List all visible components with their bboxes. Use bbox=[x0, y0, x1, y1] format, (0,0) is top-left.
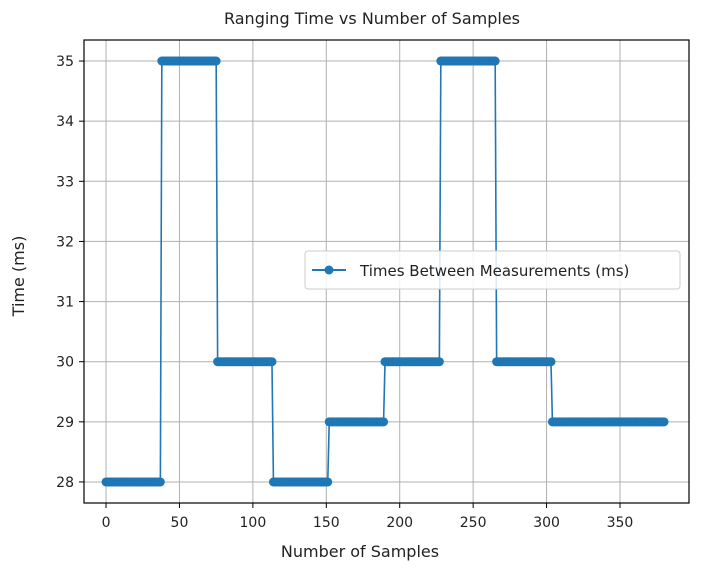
x-tick-label: 150 bbox=[313, 515, 340, 531]
y-tick-label: 33 bbox=[56, 174, 74, 190]
legend-label: Times Between Measurements (ms) bbox=[359, 262, 629, 280]
x-tick-label: 300 bbox=[533, 515, 560, 531]
data-point bbox=[323, 477, 333, 487]
series-markers bbox=[101, 56, 669, 487]
y-axis-label: Time (ms) bbox=[9, 236, 28, 318]
x-tick-label: 100 bbox=[240, 515, 267, 531]
x-tick-label: 200 bbox=[386, 515, 413, 531]
chart-title: Ranging Time vs Number of Samples bbox=[224, 9, 520, 28]
legend[interactable]: Times Between Measurements (ms) bbox=[304, 250, 681, 290]
x-tick-label: 0 bbox=[102, 515, 111, 531]
y-tick-label: 31 bbox=[56, 295, 74, 311]
data-point bbox=[267, 357, 277, 367]
y-tick-label: 32 bbox=[56, 234, 74, 250]
x-tick-label: 50 bbox=[171, 515, 189, 531]
data-point bbox=[490, 56, 500, 66]
y-tick-label: 29 bbox=[56, 415, 74, 431]
x-axis: 0 50 100 150 200 250 300 350 bbox=[102, 503, 634, 531]
y-tick-label: 30 bbox=[56, 355, 74, 371]
x-tick-label: 250 bbox=[460, 515, 487, 531]
plot-series bbox=[101, 56, 669, 487]
legend-marker-icon bbox=[324, 265, 334, 275]
y-tick-label: 35 bbox=[56, 54, 74, 70]
data-point bbox=[659, 417, 669, 427]
data-point bbox=[155, 477, 165, 487]
y-tick-label: 34 bbox=[56, 114, 74, 130]
x-tick-label: 350 bbox=[607, 515, 634, 531]
plot-frame bbox=[83, 39, 690, 504]
data-point bbox=[211, 56, 221, 66]
y-tick-label: 28 bbox=[56, 475, 74, 491]
legend-box bbox=[304, 250, 681, 290]
data-point bbox=[546, 357, 556, 367]
y-axis: 28 29 30 31 32 33 34 35 bbox=[56, 54, 84, 491]
x-axis-label: Number of Samples bbox=[281, 542, 439, 561]
data-point bbox=[434, 357, 444, 367]
data-point bbox=[379, 417, 389, 427]
